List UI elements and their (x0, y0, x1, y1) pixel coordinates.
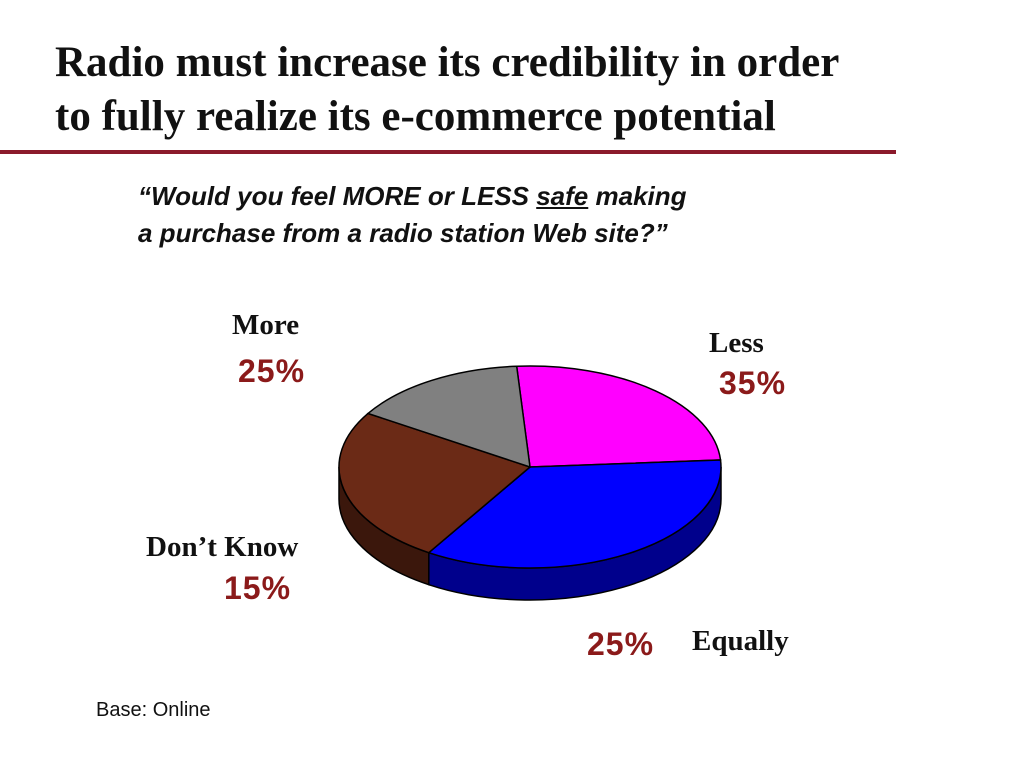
slice-label-more: More (232, 309, 299, 341)
pie-slice-more (515, 365, 722, 468)
slice-label-less: Less (709, 327, 764, 359)
pie-top-group (338, 365, 722, 569)
base-note: Base: Online (96, 699, 211, 721)
pie-slice-don-t-know (366, 365, 531, 469)
slice-value-more: 25% (238, 353, 305, 389)
slice-value-less: 35% (719, 365, 786, 401)
question-line-1: “Would you feel MORE or LESS safe making (138, 178, 898, 215)
pie-slice-less (427, 459, 722, 569)
question-part-1: “Would you feel MORE or LESS (138, 181, 537, 211)
question-emphasis: safe (536, 181, 589, 211)
slide-title: Radio must increase its credibility in o… (55, 36, 1015, 144)
slice-label-dont-know: Don’t Know (146, 531, 298, 563)
title-line-1: Radio must increase its credibility in o… (55, 39, 840, 86)
title-divider (0, 150, 896, 154)
slice-value-equally: 25% (587, 626, 654, 662)
slice-value-dont-know: 15% (224, 570, 291, 606)
title-line-2: to fully realize its e-commerce potentia… (55, 93, 776, 140)
question-part-2: making (588, 181, 687, 211)
survey-question: “Would you feel MORE or LESS safe making… (138, 178, 898, 252)
slice-label-equally: Equally (692, 625, 789, 657)
pie-slice-equally (338, 412, 532, 554)
question-line-2: a purchase from a radio station Web site… (138, 218, 668, 248)
